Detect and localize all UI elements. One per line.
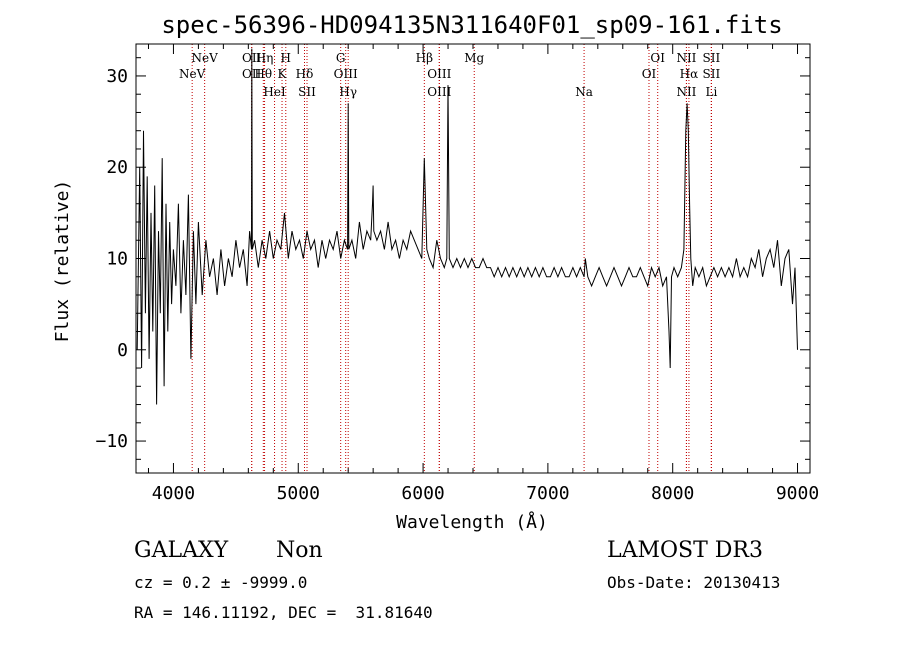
spectral-line-label: Hα [680, 67, 699, 81]
spectral-line-label: Hδ [296, 67, 314, 81]
observation-date: Obs-Date: 20130413 [607, 573, 781, 592]
spectral-line-label: G [336, 51, 346, 65]
plot-frame [135, 43, 811, 474]
spectral-line-label: OIII [427, 67, 451, 81]
y-tick-label: 0 [117, 340, 128, 361]
x-axis-ticks: 4000 5000 6000 7000 8000 9000 [147, 44, 819, 504]
y-tick-label: 10 [106, 249, 128, 270]
spectral-line-label: SII [298, 85, 316, 99]
spectral-line-label: Mg [464, 51, 484, 65]
spectral-line-label: NeV [192, 51, 219, 65]
spectrum-line [136, 48, 798, 405]
spectral-line-markers [191, 44, 712, 473]
y-tick-label: 30 [106, 66, 128, 87]
spectral-line-label: NeV [179, 67, 206, 81]
x-tick-label: 6000 [401, 483, 444, 504]
x-axis-label: Wavelength (Å) [396, 511, 548, 533]
object-subclass: Non [276, 538, 323, 563]
redshift-cz: cz = 0.2 ± -9999.0 [134, 573, 308, 592]
object-class: GALAXY [134, 538, 229, 563]
spectral-line-label: Li [705, 85, 717, 99]
survey-name: LAMOST DR3 [607, 538, 763, 563]
y-tick-label: −10 [95, 431, 128, 452]
spectral-line-label: Hη [256, 51, 274, 65]
chart-title: spec-56396-HD094135N311640F01_sp09-161.f… [161, 11, 782, 39]
x-tick-label: 9000 [776, 483, 819, 504]
spectral-line-label: HeI [263, 85, 286, 99]
spectral-line-label: Na [575, 85, 593, 99]
y-axis-label: Flux (relative) [52, 180, 73, 343]
spectral-line-label: H [281, 51, 291, 65]
spectral-line-label: NII [676, 51, 696, 65]
spectrum-chart: spec-56396-HD094135N311640F01_sp09-161.f… [52, 11, 819, 533]
spectral-line-label: SII [703, 67, 721, 81]
sky-coordinates: RA = 146.11192, DEC = 31.81640 [134, 603, 433, 622]
y-axis-ticks: −10 0 10 20 30 [95, 57, 810, 460]
x-tick-label: 5000 [277, 483, 320, 504]
x-tick-label: 4000 [152, 483, 195, 504]
spectral-line-label: OI [642, 67, 657, 81]
x-tick-label: 8000 [651, 483, 694, 504]
spectral-line-label: NII [676, 85, 696, 99]
x-tick-label: 7000 [526, 483, 569, 504]
spectral-line-label: Hβ [416, 51, 433, 65]
spectral-line-label: Hγ [339, 85, 357, 99]
spectral-line-label: SII [703, 51, 721, 65]
y-tick-label: 20 [106, 157, 128, 178]
spectral-line-label: Hθ [254, 67, 272, 81]
spectral-line-label: OIII [334, 67, 358, 81]
spectral-line-label: OI [650, 51, 665, 65]
spectral-line-label: K [278, 67, 288, 81]
spectral-line-label: OIII [427, 85, 451, 99]
